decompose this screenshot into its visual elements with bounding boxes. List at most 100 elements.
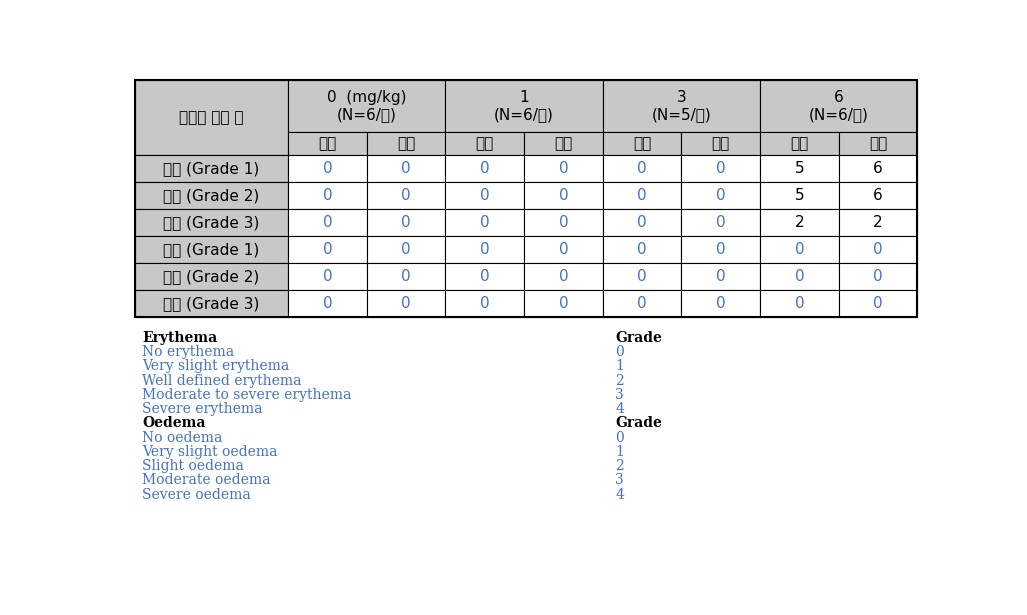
Bar xyxy=(446,132,524,156)
Bar xyxy=(135,209,288,236)
Bar xyxy=(135,290,288,317)
Bar xyxy=(603,183,681,209)
Text: 0: 0 xyxy=(559,215,568,230)
Text: 0: 0 xyxy=(322,296,332,311)
Bar xyxy=(839,263,917,290)
Bar xyxy=(760,132,839,156)
Text: 3: 3 xyxy=(615,388,623,402)
Bar xyxy=(603,80,760,132)
Bar xyxy=(760,156,839,183)
Bar xyxy=(367,290,446,317)
Text: 0: 0 xyxy=(480,161,490,177)
Bar xyxy=(681,290,760,317)
Bar xyxy=(603,209,681,236)
Bar xyxy=(135,236,288,263)
Bar xyxy=(760,183,839,209)
Text: 4: 4 xyxy=(615,488,624,502)
Text: 0: 0 xyxy=(615,430,623,445)
Bar xyxy=(839,209,917,236)
Text: 수컷: 수컷 xyxy=(633,137,651,151)
Text: Oedema: Oedema xyxy=(143,416,205,430)
Text: 부종 (Grade 2): 부종 (Grade 2) xyxy=(163,269,260,284)
Text: 3: 3 xyxy=(615,474,623,488)
Bar xyxy=(288,263,367,290)
Text: 관찰된 동물 수: 관찰된 동물 수 xyxy=(179,110,243,125)
Text: 0: 0 xyxy=(559,296,568,311)
Bar xyxy=(446,183,524,209)
Text: 부종 (Grade 1): 부종 (Grade 1) xyxy=(163,242,260,257)
Text: 0: 0 xyxy=(480,296,490,311)
Text: 0: 0 xyxy=(402,242,411,257)
Bar xyxy=(524,156,603,183)
Bar xyxy=(288,290,367,317)
Bar xyxy=(288,80,446,132)
Text: 3
(N=5/군): 3 (N=5/군) xyxy=(651,90,712,122)
Bar xyxy=(681,209,760,236)
Text: 0: 0 xyxy=(873,296,883,311)
Text: 0: 0 xyxy=(637,242,647,257)
Text: 0: 0 xyxy=(637,269,647,284)
Text: 부종 (Grade 3): 부종 (Grade 3) xyxy=(163,296,260,311)
Bar xyxy=(603,132,681,156)
Bar xyxy=(603,290,681,317)
Text: 0  (mg/kg)
(N=6/군): 0 (mg/kg) (N=6/군) xyxy=(327,90,407,122)
Bar xyxy=(367,183,446,209)
Bar xyxy=(760,209,839,236)
Text: 0: 0 xyxy=(716,188,725,204)
Text: 0: 0 xyxy=(637,296,647,311)
Text: Slight oedema: Slight oedema xyxy=(143,459,244,473)
Bar xyxy=(603,236,681,263)
Text: 수컷: 수컷 xyxy=(476,137,494,151)
Text: 발적 (Grade 2): 발적 (Grade 2) xyxy=(163,188,260,204)
Text: 암컷: 암컷 xyxy=(869,137,887,151)
Text: 0: 0 xyxy=(637,161,647,177)
Text: 0: 0 xyxy=(480,188,490,204)
Text: 발적 (Grade 1): 발적 (Grade 1) xyxy=(163,161,260,177)
Text: 0: 0 xyxy=(559,161,568,177)
Text: 0: 0 xyxy=(559,269,568,284)
Bar xyxy=(524,236,603,263)
Text: 1: 1 xyxy=(615,360,624,373)
Bar xyxy=(524,209,603,236)
Text: 2: 2 xyxy=(615,374,623,387)
Text: 0: 0 xyxy=(322,161,332,177)
Text: 0: 0 xyxy=(716,242,725,257)
Bar xyxy=(367,132,446,156)
Text: 0: 0 xyxy=(402,188,411,204)
Text: 6: 6 xyxy=(873,188,883,204)
Text: 0: 0 xyxy=(322,242,332,257)
Bar xyxy=(446,263,524,290)
Bar xyxy=(681,236,760,263)
Bar xyxy=(681,156,760,183)
Bar xyxy=(135,263,288,290)
Text: 0: 0 xyxy=(322,269,332,284)
Text: 0: 0 xyxy=(795,242,804,257)
Bar xyxy=(135,183,288,209)
Text: Severe oedema: Severe oedema xyxy=(143,488,251,502)
Bar xyxy=(524,290,603,317)
Bar xyxy=(681,183,760,209)
Bar xyxy=(288,236,367,263)
Bar xyxy=(446,236,524,263)
Bar xyxy=(446,156,524,183)
Bar xyxy=(446,80,603,132)
Bar xyxy=(760,263,839,290)
Text: Very slight oedema: Very slight oedema xyxy=(143,445,278,459)
Bar xyxy=(681,263,760,290)
Bar xyxy=(524,263,603,290)
Text: 0: 0 xyxy=(873,269,883,284)
Text: 0: 0 xyxy=(559,242,568,257)
Text: No oedema: No oedema xyxy=(143,430,223,445)
Bar xyxy=(367,209,446,236)
Text: 0: 0 xyxy=(402,269,411,284)
Text: Moderate to severe erythema: Moderate to severe erythema xyxy=(143,388,351,402)
Text: 0: 0 xyxy=(559,188,568,204)
Bar xyxy=(446,209,524,236)
Bar xyxy=(524,132,603,156)
Bar xyxy=(446,290,524,317)
Text: 1: 1 xyxy=(615,445,624,459)
Text: 1
(N=6/군): 1 (N=6/군) xyxy=(494,90,554,122)
Bar xyxy=(681,132,760,156)
Bar xyxy=(839,156,917,183)
Bar xyxy=(288,156,367,183)
